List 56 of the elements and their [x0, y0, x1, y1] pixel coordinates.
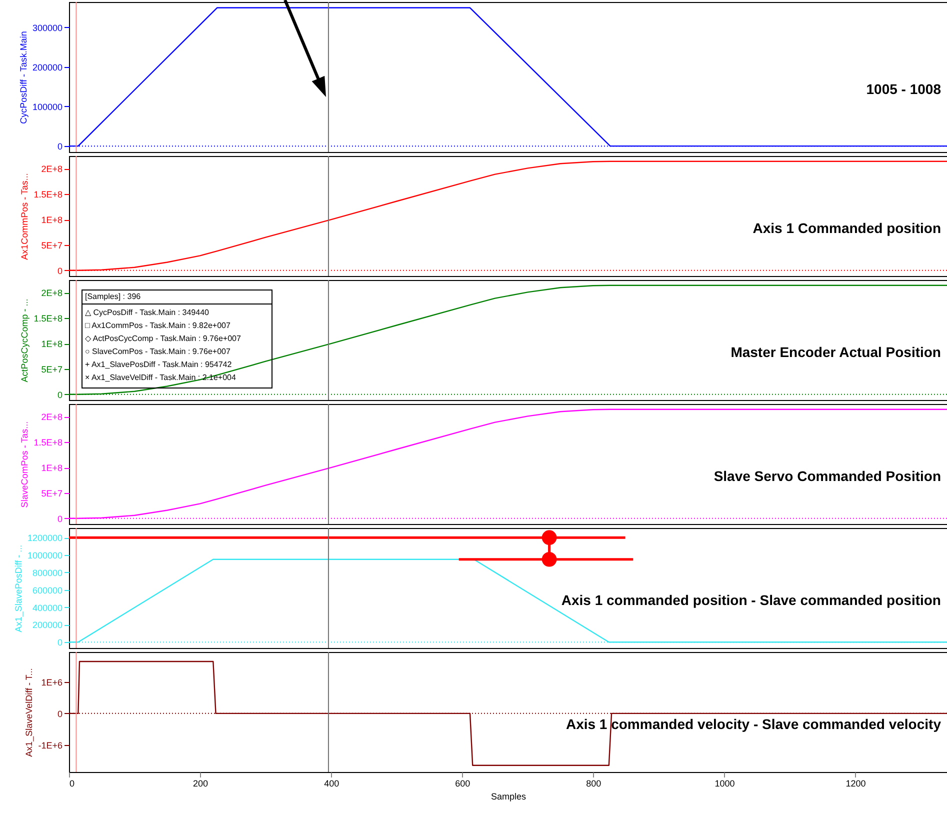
- y-tick-label: 600000: [32, 585, 62, 596]
- annotation: × Ax1_SlaveVelDiff - Task.Main : 2.1e+004: [85, 373, 236, 382]
- annotation: [Samples] : 396: [85, 292, 142, 301]
- y-tick-label: 0: [57, 390, 62, 400]
- y-tick-label: 0: [57, 638, 62, 648]
- y-tick-label: 5E+7: [41, 240, 62, 250]
- annotation: □ Ax1CommPos - Task.Main : 9.82e+007: [85, 321, 231, 330]
- y-axis-title: ActPosCycComp - ...: [20, 298, 30, 382]
- annotation: Axis 1 commanded position - Slave commanded position: [561, 592, 941, 608]
- y-tick-label: 1000000: [27, 550, 62, 561]
- y-axis-title: Ax1_SlaveVelDiff - T...: [24, 668, 34, 757]
- annotation: ○ SlaveComPos - Task.Main : 9.76e+007: [85, 347, 231, 356]
- y-axis-title: Ax1CommPos - Tas...: [20, 173, 30, 260]
- y-axis-title: Ax1_SlavePosDiff - ...: [13, 544, 24, 632]
- annotation: Slave Servo Commanded Position: [714, 468, 941, 484]
- y-tick-label: -1E+6: [38, 740, 62, 751]
- y-tick-label: 2E+8: [41, 288, 62, 298]
- annotation: △ CycPosDiff - Task.Main : 349440: [85, 308, 210, 317]
- y-tick-label: 0: [57, 514, 62, 524]
- annotation: Master Encoder Actual Position: [730, 344, 941, 360]
- y-tick-label: 1E+8: [41, 215, 62, 226]
- y-tick-label: 0: [57, 142, 62, 152]
- annotation: Axis 1 Commanded position: [752, 220, 941, 236]
- y-tick-label: 1200000: [27, 533, 62, 544]
- y-tick-label: 2E+8: [41, 412, 62, 422]
- y-tick-label: 5E+7: [41, 488, 62, 498]
- y-tick-label: 1.5E+8: [34, 190, 62, 200]
- y-tick-label: 400000: [32, 602, 62, 613]
- y-tick-label: 2E+8: [41, 164, 62, 174]
- annotation: Axis 1 commanded velocity - Slave commanded velocity: [566, 716, 942, 732]
- x-axis-title: Samples: [490, 792, 527, 802]
- y-axis-title: CycPosDiff - Task.Main: [18, 31, 28, 124]
- x-tick-label: 600: [455, 778, 470, 788]
- y-tick-label: 0: [57, 266, 62, 276]
- y-tick-label: 1E+8: [41, 339, 62, 350]
- x-tick-label: 1000: [714, 778, 735, 788]
- annotation: 1005 - 1008: [866, 81, 942, 97]
- y-tick-label: 800000: [32, 568, 62, 578]
- y-tick-label: 200000: [32, 620, 62, 630]
- y-tick-label: 100000: [32, 102, 62, 112]
- annotation: ◇ ActPosCycComp - Task.Main : 9.76e+007: [85, 334, 242, 343]
- y-tick-label: 300000: [32, 22, 62, 33]
- y-tick-label: 200000: [32, 62, 62, 72]
- x-tick-label: 0: [70, 778, 75, 788]
- y-tick-label: 0: [57, 708, 62, 719]
- annotation: + Ax1_SlavePosDiff - Task.Main : 954742: [85, 360, 232, 369]
- y-tick-label: 1.5E+8: [34, 438, 62, 448]
- x-tick-label: 200: [193, 778, 208, 788]
- y-tick-label: 1E+8: [41, 463, 62, 474]
- x-tick-label: 400: [324, 778, 340, 788]
- y-tick-label: 1.5E+8: [34, 314, 62, 324]
- y-axis-title: SlaveComPos - Tas...: [20, 421, 30, 508]
- x-tick-label: 1200: [846, 778, 866, 788]
- x-tick-label: 800: [586, 778, 602, 788]
- y-tick-label: 1E+6: [41, 677, 62, 688]
- y-tick-label: 5E+7: [41, 364, 62, 374]
